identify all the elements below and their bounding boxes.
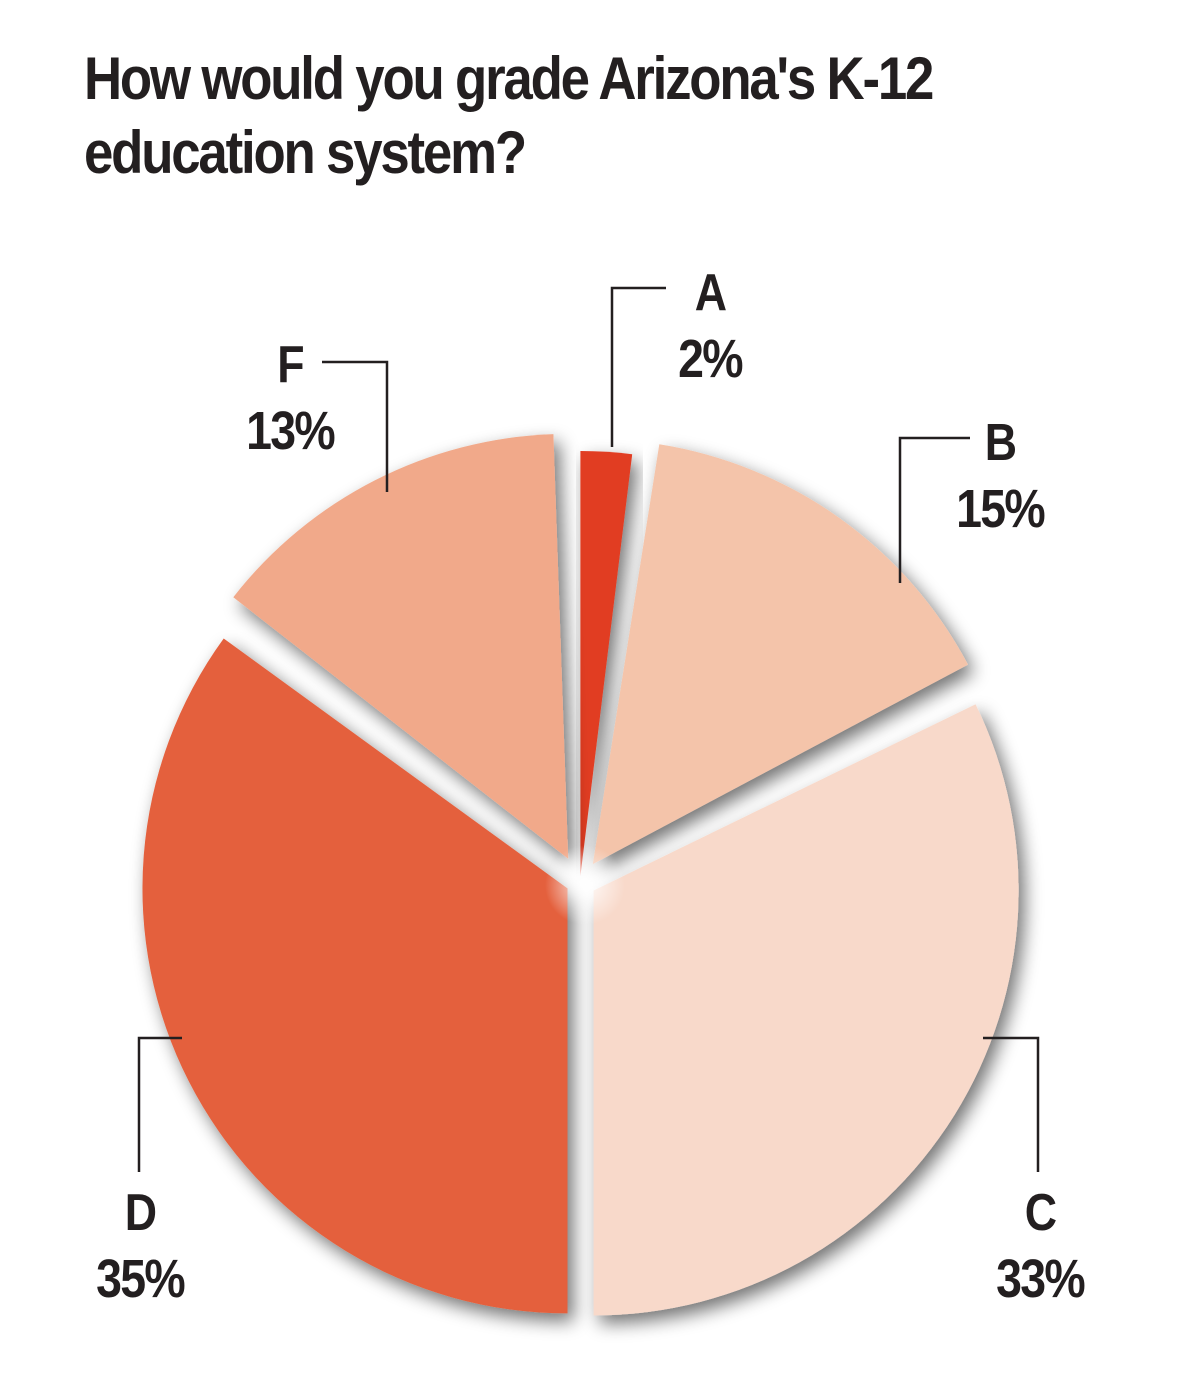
leader-lines [137,286,1040,1172]
leader-line-b [898,436,970,583]
label-d: D 35% [84,1182,196,1314]
label-c: C 33% [984,1182,1096,1314]
label-a-percent: 2% [678,329,743,389]
label-b-percent: 15% [956,479,1046,539]
pie-slice-b [592,444,968,865]
chart-title: How would you grade Arizona's K-12 educa… [84,45,934,186]
pie-slices [142,434,1019,1316]
leader-line-f [322,360,389,492]
label-d-percent: 35% [96,1249,186,1309]
label-f: F 13% [234,334,346,466]
pie-slice-c [593,704,1019,1316]
label-b-grade: B [984,414,1017,472]
leader-line-a [610,286,666,447]
label-c-grade: C [1024,1184,1057,1242]
pie-slice-d [142,638,568,1314]
label-c-percent: 33% [996,1249,1086,1309]
pie-slice-a [580,451,633,876]
label-f-grade: F [277,336,304,394]
label-d-grade: D [124,1184,157,1242]
label-b: B 15% [948,412,1051,544]
center-glow [545,845,625,925]
leader-line-c [983,1036,1040,1172]
label-a-grade: A [694,264,727,322]
label-a: A 2% [667,262,753,394]
leader-line-d [137,1036,182,1172]
label-f-percent: 13% [246,401,336,461]
pie-slice-f [233,434,569,859]
